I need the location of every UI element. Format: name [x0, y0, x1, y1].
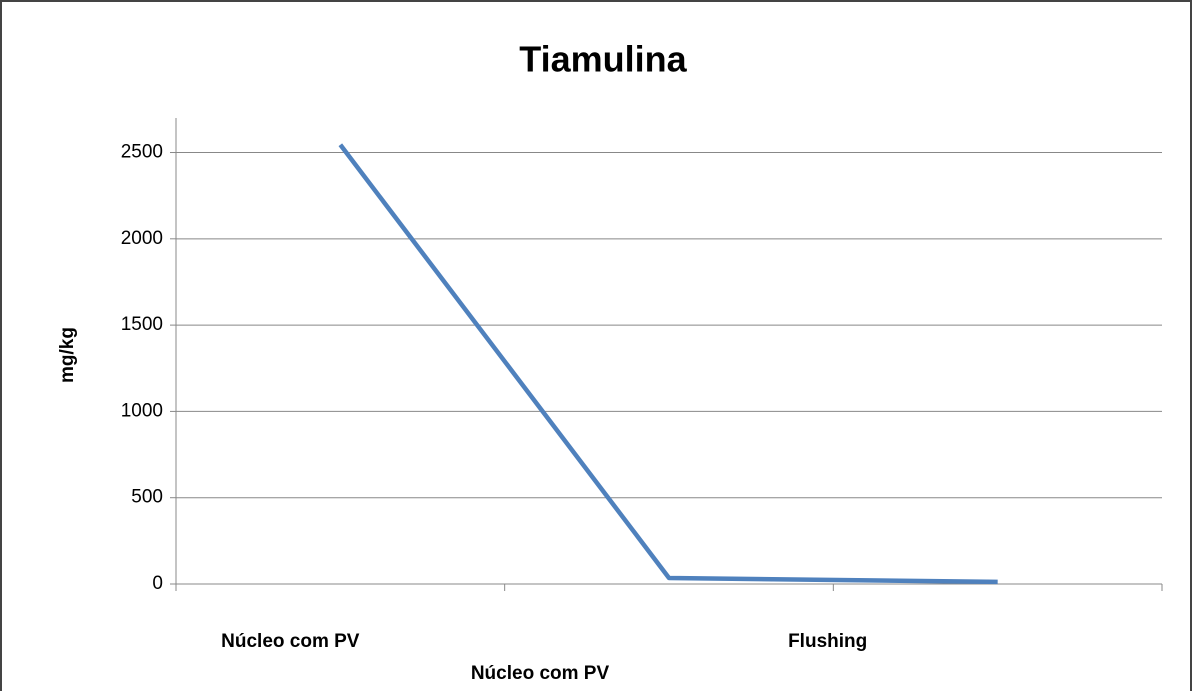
y-tick-label: 1500: [121, 314, 163, 335]
data-line: [338, 143, 998, 585]
y-tick-label: 2500: [121, 142, 163, 163]
x-tick-label: Núcleo com PV: [221, 631, 360, 652]
y-tick-label: 500: [131, 487, 163, 508]
y-tick-label: 1000: [121, 400, 163, 421]
y-tick-label: 0: [152, 573, 163, 594]
y-tick-label: 2000: [121, 228, 163, 249]
y-axis-title: mg/kg: [57, 327, 78, 383]
x-axis-title: Núcleo com PV: [471, 663, 610, 684]
x-tick-label: Flushing: [788, 631, 867, 652]
chart-title: Tiamulina: [519, 39, 687, 80]
